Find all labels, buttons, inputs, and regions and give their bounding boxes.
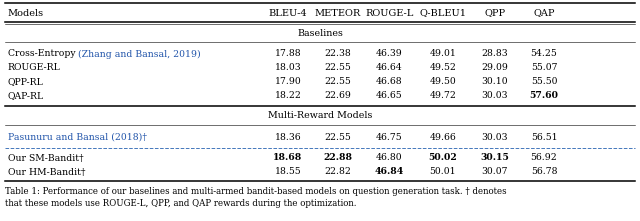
Text: 46.39: 46.39 — [376, 50, 403, 59]
Text: 29.09: 29.09 — [481, 63, 508, 72]
Text: Our SM-Bandit†: Our SM-Bandit† — [8, 154, 83, 162]
Text: 49.50: 49.50 — [429, 78, 456, 86]
Text: 18.03: 18.03 — [275, 63, 301, 72]
Text: 49.01: 49.01 — [429, 50, 456, 59]
Text: 57.60: 57.60 — [529, 91, 559, 101]
Text: 22.55: 22.55 — [324, 133, 351, 141]
Text: 50.01: 50.01 — [429, 168, 456, 177]
Text: ROUGE-L: ROUGE-L — [365, 8, 413, 17]
Text: 49.52: 49.52 — [429, 63, 456, 72]
Text: 17.88: 17.88 — [275, 50, 301, 59]
Text: 54.25: 54.25 — [531, 50, 557, 59]
Text: 46.68: 46.68 — [376, 78, 403, 86]
Text: 50.02: 50.02 — [429, 154, 457, 162]
Text: 46.75: 46.75 — [376, 133, 403, 141]
Text: 46.80: 46.80 — [376, 154, 403, 162]
Text: 22.38: 22.38 — [324, 50, 351, 59]
Text: Q-BLEU1: Q-BLEU1 — [419, 8, 467, 17]
Text: 56.92: 56.92 — [531, 154, 557, 162]
Text: 49.72: 49.72 — [429, 91, 456, 101]
Text: QPP: QPP — [484, 8, 506, 17]
Text: 30.10: 30.10 — [481, 78, 508, 86]
Text: 18.22: 18.22 — [275, 91, 301, 101]
Text: 22.69: 22.69 — [324, 91, 351, 101]
Text: 46.84: 46.84 — [374, 168, 404, 177]
Text: BLEU-4: BLEU-4 — [269, 8, 307, 17]
Text: 56.78: 56.78 — [531, 168, 557, 177]
Text: QAP: QAP — [533, 8, 555, 17]
Text: 55.07: 55.07 — [531, 63, 557, 72]
Text: 46.65: 46.65 — [376, 91, 403, 101]
Text: 18.68: 18.68 — [273, 154, 303, 162]
Text: Table 1: Performance of our baselines and multi-armed bandit-based models on que: Table 1: Performance of our baselines an… — [5, 187, 507, 196]
Text: 49.66: 49.66 — [429, 133, 456, 141]
Text: Multi-Reward Models: Multi-Reward Models — [268, 112, 372, 120]
Text: Baselines: Baselines — [297, 29, 343, 38]
Text: METEOR: METEOR — [315, 8, 361, 17]
Text: Pasunuru and Bansal (2018)†: Pasunuru and Bansal (2018)† — [8, 133, 147, 141]
Text: 17.90: 17.90 — [275, 78, 301, 86]
Text: 55.50: 55.50 — [531, 78, 557, 86]
Text: 46.64: 46.64 — [376, 63, 403, 72]
Text: 22.88: 22.88 — [323, 154, 353, 162]
Text: Cross-Entropy: Cross-Entropy — [8, 50, 78, 59]
Text: Models: Models — [8, 8, 44, 17]
Text: QPP-RL: QPP-RL — [8, 78, 44, 86]
Text: 22.82: 22.82 — [324, 168, 351, 177]
Text: 22.55: 22.55 — [324, 63, 351, 72]
Text: 30.03: 30.03 — [481, 91, 508, 101]
Text: Our HM-Bandit†: Our HM-Bandit† — [8, 168, 85, 177]
Text: 30.07: 30.07 — [481, 168, 508, 177]
Text: 28.83: 28.83 — [481, 50, 508, 59]
Text: ROUGE-RL: ROUGE-RL — [8, 63, 60, 72]
Text: 30.03: 30.03 — [481, 133, 508, 141]
Text: (Zhang and Bansal, 2019): (Zhang and Bansal, 2019) — [78, 50, 201, 59]
Text: 18.36: 18.36 — [275, 133, 301, 141]
Text: that these models use ROUGE-L, QPP, and QAP rewards during the optimization.: that these models use ROUGE-L, QPP, and … — [5, 198, 356, 208]
Text: 22.55: 22.55 — [324, 78, 351, 86]
Text: QAP-RL: QAP-RL — [8, 91, 44, 101]
Text: 56.51: 56.51 — [531, 133, 557, 141]
Text: 30.15: 30.15 — [480, 154, 509, 162]
Text: 18.55: 18.55 — [275, 168, 301, 177]
